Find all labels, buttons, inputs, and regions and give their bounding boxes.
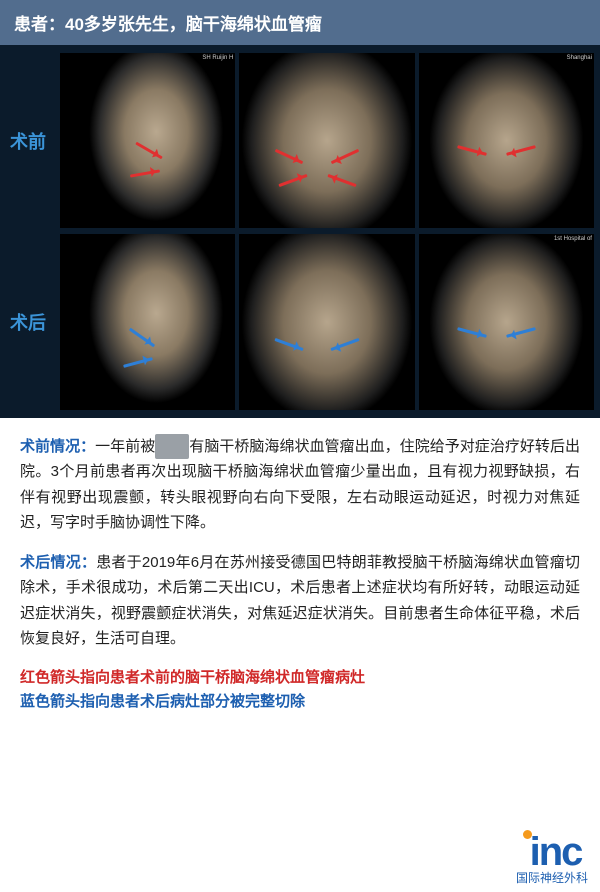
scan-preop-sagittal: SH Ruijin H <box>60 53 235 228</box>
resection-arrow-icon <box>506 327 536 338</box>
logo-subtitle: 国际神经外科 <box>516 869 588 886</box>
footer-logo: inc 国际神经外科 <box>516 830 588 886</box>
scan-meta: Shanghai <box>567 55 592 61</box>
lesion-arrow-icon <box>327 174 356 187</box>
legend-red: 红色箭头指向患者术前的脑干桥脑海绵状血管瘤病灶 <box>20 666 580 690</box>
preop-paragraph: 术前情况：一年前被 有脑干桥脑海绵状血管瘤出血，住院给予对症治疗好转后出院。3个… <box>20 434 580 536</box>
scan-preop-axial: Shanghai <box>419 53 594 228</box>
postop-paragraph: 术后情况：患者于2019年6月在苏州接受德国巴特朗菲教授脑干桥脑海绵状血管瘤切除… <box>20 550 580 652</box>
resection-arrow-icon <box>275 338 304 351</box>
scan-row-postop: 术后 1st Hospital of <box>6 234 594 409</box>
lesion-arrow-icon <box>135 142 162 160</box>
scan-row-preop: 术前 SH Ruijin H Shanghai <box>6 53 594 228</box>
scan-postop-sagittal <box>60 234 235 409</box>
resection-arrow-icon <box>128 328 154 348</box>
postop-lead: 术后情况： <box>20 554 96 571</box>
logo-text: inc <box>530 837 582 867</box>
scan-preop-coronal <box>239 53 414 228</box>
scan-meta: 1st Hospital of <box>554 236 592 242</box>
lesion-arrow-icon <box>457 146 487 157</box>
postop-body: 患者于2019年6月在苏州接受德国巴特朗菲教授脑干桥脑海绵状血管瘤切除术，手术很… <box>20 554 580 648</box>
case-header-text: 患者：40多岁张先生，脑干海绵状血管瘤 <box>14 15 322 34</box>
scan-postop-coronal <box>239 234 414 409</box>
scan-postop-axial: 1st Hospital of <box>419 234 594 409</box>
lesion-arrow-icon <box>331 148 359 163</box>
resection-arrow-icon <box>123 357 153 368</box>
preop-lead: 术前情况： <box>20 438 95 455</box>
lesion-arrow-icon <box>278 174 307 187</box>
case-header: 患者：40多岁张先生，脑干海绵状血管瘤 <box>0 0 600 45</box>
lesion-arrow-icon <box>130 170 160 178</box>
lesion-arrow-icon <box>506 146 536 157</box>
legend-blue: 蓝色箭头指向患者术后病灶部分被完整切除 <box>20 690 580 714</box>
row-label-postop: 术后 <box>6 309 56 335</box>
row-label-preop: 术前 <box>6 128 56 154</box>
case-description: 术前情况：一年前被 有脑干桥脑海绵状血管瘤出血，住院给予对症治疗好转后出院。3个… <box>0 418 600 714</box>
preop-body: 一年前被 有脑干桥脑海绵状血管瘤出血，住院给予对症治疗好转后出院。3个月前患者再… <box>20 438 580 532</box>
resection-arrow-icon <box>331 338 360 351</box>
mri-panel: 术前 SH Ruijin H Shanghai 术后 1st <box>0 45 600 418</box>
scan-meta: SH Ruijin H <box>202 55 233 61</box>
inc-logo: inc <box>516 830 588 867</box>
resection-arrow-icon <box>457 327 487 338</box>
lesion-arrow-icon <box>275 148 303 163</box>
